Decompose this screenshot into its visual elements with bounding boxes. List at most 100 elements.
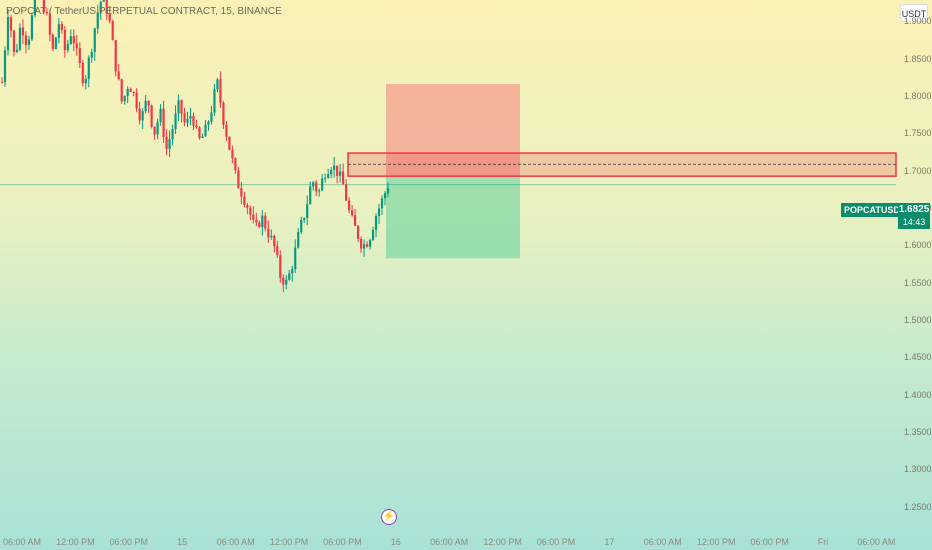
candle-body (69, 36, 72, 44)
candle-body (279, 255, 282, 278)
chart-title: POPCAT / TetherUS PERPETUAL CONTRACT, 15… (6, 6, 282, 17)
candle-body (318, 190, 321, 192)
candle-body (12, 30, 16, 52)
candle-body (189, 115, 192, 119)
candle-body (15, 49, 19, 52)
y-tick-label: 1.3000 (904, 464, 932, 475)
y-tick-label: 1.3500 (904, 426, 932, 437)
candle-body (213, 89, 216, 113)
candle-body (264, 215, 267, 229)
candle-body (225, 124, 228, 137)
y-tick-label: 1.7000 (904, 165, 932, 176)
candle-body (356, 225, 360, 239)
candle-body (147, 100, 150, 106)
symbol-tag: POPCATUSDT.P (841, 203, 916, 217)
candle-body (186, 118, 189, 123)
candle-body (201, 136, 204, 138)
x-tick-label: 16 (390, 537, 401, 547)
candle-body (291, 269, 294, 274)
x-tick-label: 12:00 PM (269, 537, 309, 547)
candle-body (258, 222, 261, 228)
candle-body (243, 196, 246, 205)
x-tick-label: 06:00 PM (536, 537, 576, 547)
candle-body (368, 240, 372, 247)
x-tick-label: 12:00 PM (56, 537, 95, 547)
candle-body (306, 204, 309, 218)
candle-body (327, 174, 330, 178)
x-tick-label: 06:00 AM (430, 537, 469, 547)
candle-body (374, 216, 378, 230)
candle-body (3, 50, 7, 83)
candle-body (81, 62, 84, 84)
candle-body (267, 228, 270, 238)
candle-body (66, 43, 69, 51)
currency-badge[interactable]: USDT (900, 4, 928, 22)
candle-body (162, 108, 165, 138)
candle-body (135, 92, 138, 109)
y-tick-label: 1.8000 (904, 91, 932, 102)
candle-body (336, 165, 339, 176)
y-tick-label: 1.7500 (904, 128, 932, 139)
candle-body (87, 57, 90, 79)
candle-body (270, 235, 273, 238)
candle-body (57, 24, 60, 38)
candle-body (348, 200, 351, 211)
candle-body (153, 126, 156, 135)
candle-body (48, 13, 51, 35)
candle-body (150, 105, 153, 127)
candle-body (353, 215, 357, 226)
candle-body (350, 210, 354, 216)
y-tick-label: 1.2500 (904, 501, 932, 512)
candle-body (216, 79, 219, 90)
candle-body (315, 182, 318, 192)
candle-body (210, 112, 213, 122)
annotation-layer (0, 83, 897, 259)
candle-body (0, 82, 4, 84)
candle-body (171, 129, 174, 140)
candle-body (362, 244, 366, 249)
last-price-tag: 1.6825 14:43 (898, 203, 930, 229)
candle-body (159, 108, 162, 122)
candle-body (120, 79, 123, 102)
candle-body (249, 207, 252, 215)
candle-body (144, 100, 147, 112)
candle-body (192, 115, 195, 126)
candle-body (27, 39, 31, 46)
candle-body (195, 125, 198, 128)
bar-countdown: 14:43 (902, 217, 926, 227)
candle-body (309, 186, 312, 205)
x-tick-label: 06:00 AM (857, 537, 896, 547)
candle-body (9, 17, 13, 31)
candle-body (294, 247, 297, 270)
candle-body (114, 40, 117, 72)
candle-body (132, 91, 135, 93)
candle-body (6, 17, 10, 51)
candle-body (285, 279, 288, 285)
x-tick-label: 06:00 AM (216, 537, 255, 547)
y-tick-label: 1.4000 (904, 389, 932, 400)
candle-body (342, 171, 345, 185)
candle-body (386, 188, 390, 194)
x-tick-label: 15 (177, 537, 188, 547)
x-tick-label: Fri (817, 537, 829, 547)
candle-body (18, 27, 22, 50)
candle-body (180, 100, 183, 114)
candle-body (261, 215, 264, 228)
candle-body (99, 1, 102, 13)
candle-body (222, 102, 225, 125)
lightning-icon[interactable]: ⚡ (381, 509, 397, 525)
stop-loss-zone (386, 83, 520, 177)
y-tick-label: 1.8500 (904, 53, 932, 64)
y-tick-label: 1.6000 (904, 240, 932, 251)
candle-body (273, 235, 276, 247)
candle-body (330, 169, 333, 175)
candle-body (380, 198, 384, 209)
candle-body (111, 21, 114, 41)
candle-body (252, 214, 255, 220)
candle-body (168, 139, 171, 150)
take-profit-zone (386, 176, 520, 259)
candle-body (339, 171, 342, 176)
candle-body (231, 149, 234, 159)
